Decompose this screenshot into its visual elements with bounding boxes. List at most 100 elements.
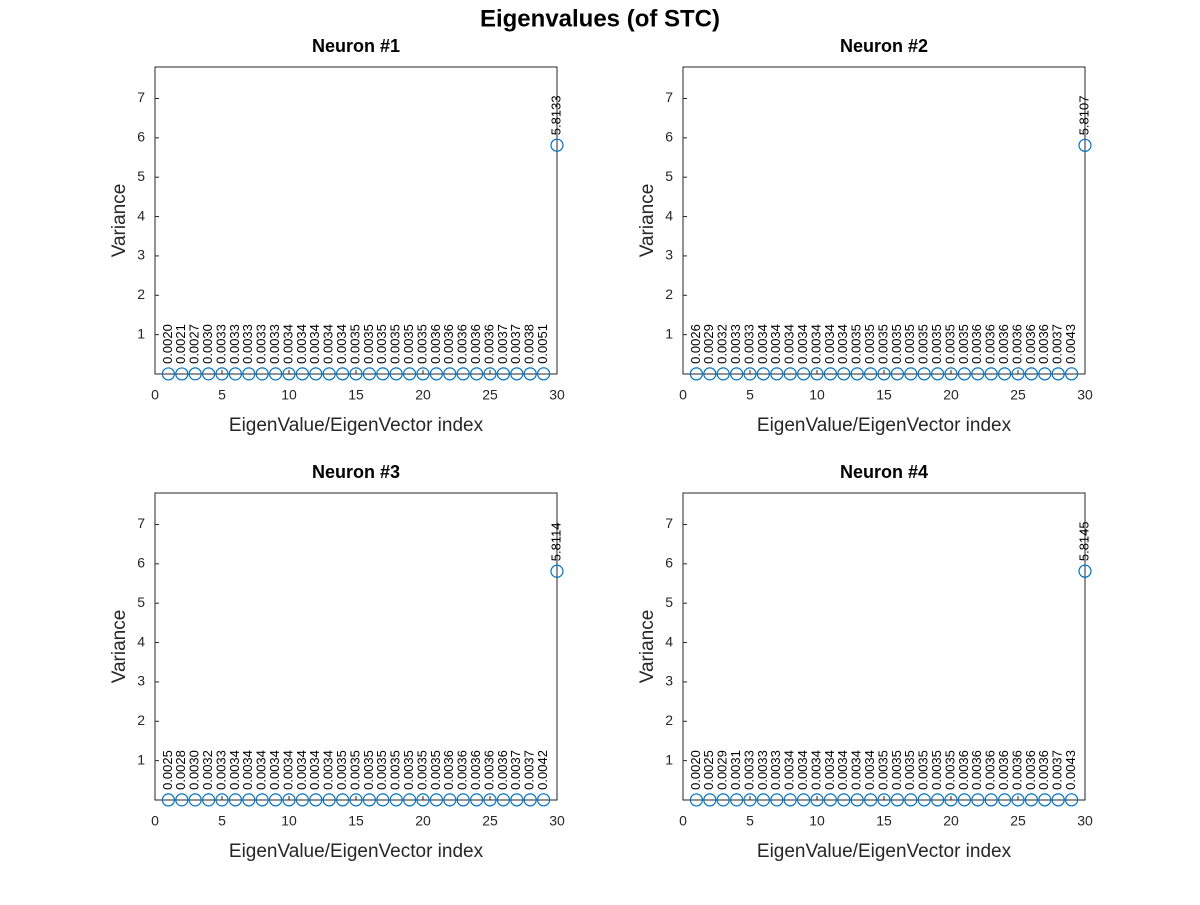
marker: [904, 367, 918, 381]
y-tick-label: 5: [137, 168, 145, 184]
marker: [997, 367, 1012, 381]
y-tick-label: 4: [665, 633, 673, 649]
marker: [175, 793, 189, 807]
y-tick-label: 3: [137, 247, 145, 263]
marker: [984, 367, 998, 381]
marker: [175, 367, 189, 381]
marker: [689, 367, 704, 381]
value-label: 0.0026: [688, 324, 703, 364]
value-label: 0.0035: [889, 324, 904, 364]
marker: [837, 793, 851, 807]
value-label: 0.0033: [755, 750, 770, 790]
y-tick-label: 4: [137, 207, 145, 223]
marker: [443, 367, 457, 381]
value-label: 0.0043: [1063, 324, 1078, 364]
value-label: 0.0020: [160, 324, 175, 364]
value-label: 0.0036: [969, 324, 984, 364]
marker: [362, 793, 376, 807]
value-label: 0.0035: [902, 750, 917, 790]
value-label: 0.0035: [401, 750, 416, 790]
marker: [202, 793, 216, 807]
value-label: 0.0035: [916, 324, 931, 364]
marker: [523, 793, 537, 807]
value-label: 0.0032: [715, 324, 730, 364]
value-label: 0.0051: [535, 324, 550, 364]
x-tick-label: 30: [1077, 813, 1093, 829]
marker: [242, 367, 256, 381]
x-axis-label: EigenValue/EigenVector index: [757, 841, 1012, 862]
x-tick-label: 0: [151, 813, 159, 829]
value-label: 0.0029: [715, 750, 730, 790]
marker: [349, 367, 363, 381]
marker: [783, 367, 797, 381]
x-tick-label: 20: [943, 813, 959, 829]
marker: [456, 367, 470, 381]
x-tick-label: 15: [876, 387, 892, 403]
value-label: 0.0037: [1050, 324, 1065, 364]
value-label: 0.0036: [1023, 750, 1038, 790]
marker: [850, 793, 864, 807]
marker: [269, 793, 283, 807]
y-tick-label: 2: [665, 712, 673, 728]
marker: [215, 793, 229, 807]
marker: [877, 793, 891, 807]
x-tick-label: 20: [943, 387, 959, 403]
value-label: 5.8145: [1076, 521, 1091, 561]
marker: [1038, 793, 1052, 807]
y-tick-label: 6: [137, 555, 145, 571]
value-label: 0.0035: [956, 324, 971, 364]
y-tick-label: 6: [665, 129, 673, 145]
marker: [1051, 367, 1065, 381]
x-tick-label: 5: [746, 813, 754, 829]
value-label: 0.0034: [782, 324, 797, 364]
marker: [416, 367, 430, 381]
value-label: 0.0036: [481, 324, 496, 364]
value-label: 0.0037: [522, 750, 537, 790]
value-label: 0.0037: [508, 750, 523, 790]
subplot-title: Neuron #4: [840, 462, 928, 482]
value-label: 0.0034: [321, 750, 336, 790]
marker: [1064, 367, 1079, 381]
marker: [823, 367, 838, 381]
value-label: 0.0036: [455, 750, 470, 790]
marker: [309, 793, 323, 807]
x-tick-label: 30: [549, 813, 565, 829]
marker: [322, 367, 336, 381]
y-tick-label: 3: [665, 247, 673, 263]
marker: [810, 793, 824, 807]
marker: [550, 564, 564, 578]
y-tick-label: 1: [137, 751, 145, 767]
x-tick-label: 25: [482, 387, 498, 403]
value-label: 0.0036: [468, 324, 483, 364]
value-label: 0.0036: [996, 750, 1011, 790]
value-label: 0.0034: [294, 750, 309, 790]
y-tick-label: 5: [665, 594, 673, 610]
marker: [863, 793, 878, 807]
value-label: 0.0034: [862, 750, 877, 790]
value-label: 0.0035: [347, 750, 362, 790]
marker: [255, 367, 269, 381]
marker: [228, 367, 242, 381]
value-label: 0.0035: [929, 324, 944, 364]
value-label: 0.0034: [822, 324, 837, 364]
x-axis-label: EigenValue/EigenVector index: [757, 415, 1012, 436]
x-tick-label: 5: [746, 387, 754, 403]
value-label: 0.0035: [374, 324, 389, 364]
marker: [756, 367, 771, 381]
marker: [823, 793, 838, 807]
y-tick-label: 3: [665, 673, 673, 689]
y-tick-label: 1: [665, 325, 673, 341]
y-tick-label: 2: [137, 286, 145, 302]
x-tick-label: 10: [809, 813, 825, 829]
value-label: 0.0035: [388, 750, 403, 790]
marker: [1024, 367, 1039, 381]
marker: [282, 367, 296, 381]
value-label: 0.0033: [728, 324, 743, 364]
y-axis-label: Variance: [109, 184, 130, 258]
x-tick-label: 20: [415, 387, 431, 403]
marker: [770, 793, 784, 807]
y-tick-label: 6: [137, 129, 145, 145]
x-tick-label: 25: [482, 813, 498, 829]
marker: [161, 367, 175, 381]
value-label: 0.0034: [254, 750, 269, 790]
